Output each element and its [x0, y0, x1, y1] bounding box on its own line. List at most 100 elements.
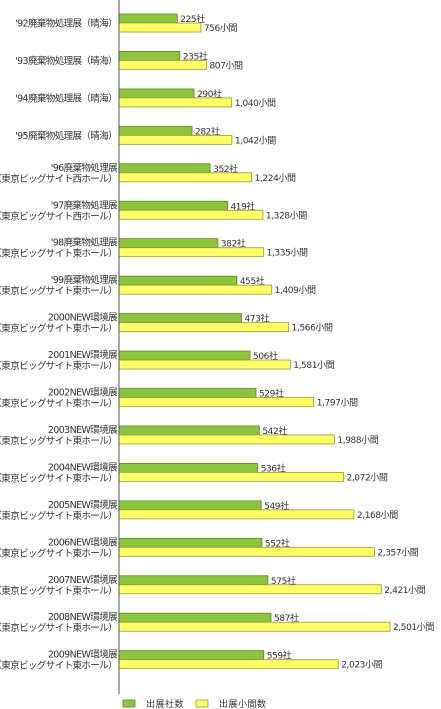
data-label-booth-units: 1,409小間 [275, 285, 316, 296]
bar-companies [118, 275, 238, 286]
data-label-companies: 419社 [230, 200, 255, 212]
bar-booth-units [118, 172, 253, 183]
data-label-booth-units: 1,042小間 [235, 135, 276, 146]
category-label: 2007NEW環境展 [48, 574, 118, 586]
legend-label-companies: 出展社数 [146, 698, 184, 709]
category-label: （東京ビッグサイト西ホール） [0, 173, 117, 185]
data-label-booth-units: 2,072小間 [347, 472, 388, 483]
bar-companies [118, 238, 219, 249]
data-label-companies: 559社 [267, 650, 292, 662]
bar-booth-units [118, 284, 273, 295]
bar-booth-units [118, 397, 315, 407]
data-label-companies: 587社 [274, 612, 299, 624]
data-label-companies: 455社 [240, 275, 265, 287]
data-label-companies: 352社 [213, 163, 238, 175]
category-label: （東京ビッグサイト東ホール） [0, 360, 117, 372]
data-label-companies: 235社 [183, 50, 208, 62]
category-label: （東京ビッグサイト西ホール） [0, 210, 117, 222]
data-label-companies: 282社 [195, 125, 220, 137]
data-label-booth-units: 1,328小間 [266, 210, 307, 221]
category-label: （東京ビッグサイト東ホール） [0, 248, 117, 260]
bar-companies [118, 200, 228, 211]
bar-booth-units [118, 359, 291, 370]
category-label: （東京ビッグサイト東ホール） [0, 510, 117, 522]
bar-booth-units [118, 97, 233, 108]
data-label-booth-units: 1,224小間 [255, 173, 296, 184]
category-label: （東京ビッグサイト東ホール） [0, 435, 117, 447]
bar-booth-units [118, 434, 335, 445]
category-label: （東京ビッグサイト東ホール） [0, 285, 117, 297]
bar-booth-units [118, 621, 391, 632]
data-label-booth-units: 2,357小間 [377, 547, 418, 558]
bar-booth-units [118, 22, 202, 33]
bar-booth-units [118, 546, 375, 557]
bar-booth-units [118, 471, 344, 482]
bar-booth-units [118, 509, 355, 520]
bar-booth-units [118, 209, 264, 220]
category-label: （東京ビッグサイト東ホール） [0, 472, 117, 484]
data-label-companies: 575社 [271, 575, 296, 587]
category-label: '92廃棄物処理展（晴海） [15, 18, 117, 30]
category-label: （東京ビッグサイト東ホール） [0, 547, 117, 559]
data-label-companies: 290社 [197, 88, 222, 100]
data-label-booth-units: 1,581小間 [293, 360, 334, 371]
data-label-booth-units: 1,040小間 [235, 98, 276, 109]
category-labels: '92廃棄物処理展（晴海） '93廃棄物処理展（晴海） '94廃棄物処理展（晴海） '… [0, 18, 119, 672]
bar-companies [118, 650, 265, 661]
bar-companies [118, 125, 193, 136]
legend-swatch-booth-units [195, 699, 209, 708]
bar-companies [118, 313, 242, 324]
data-label-booth-units: 756小間 [204, 23, 238, 34]
data-label-companies: 529社 [259, 388, 284, 400]
category-label: '93廃棄物処理展（晴海） [15, 55, 117, 67]
bar-booth-units [118, 134, 233, 145]
category-label: 2006NEW環境展 [48, 536, 118, 548]
data-label-booth-units: 1,335小間 [267, 248, 308, 259]
category-label: 2003NEW環境展 [48, 424, 118, 436]
data-label-companies: 549社 [264, 500, 289, 512]
data-label-companies: 473社 [244, 313, 269, 325]
category-label: （東京ビッグサイト東ホール） [0, 660, 117, 672]
data-label-booth-units: 2,421小間 [384, 585, 425, 596]
category-label: （東京ビッグサイト東ホール） [0, 622, 117, 634]
bar-booth-units [118, 584, 382, 595]
category-label: 2005NEW環境展 [48, 499, 118, 511]
category-label: 2004NEW環境展 [48, 461, 118, 473]
bar-companies [118, 350, 251, 361]
category-label: '94廃棄物処理展（晴海） [15, 92, 117, 104]
bar-companies [118, 13, 178, 24]
bar-booth-units [118, 659, 339, 670]
legend-swatch-booths-companies [122, 699, 136, 708]
data-label-booth-units: 1,566小間 [292, 323, 333, 334]
category-label: 2001NEW環境展 [48, 349, 118, 361]
bar-companies [118, 575, 269, 586]
data-label-companies: 542社 [262, 425, 287, 437]
bar-booth-units [118, 247, 265, 258]
data-label-booth-units: 2,168小間 [357, 510, 398, 521]
data-label-companies: 225社 [180, 13, 205, 25]
category-label: '95廃棄物処理展（晴海） [15, 130, 117, 142]
category-label: （東京ビッグサイト東ホール） [0, 585, 117, 597]
category-label: 2000NEW環境展 [48, 312, 118, 324]
data-label-booth-units: 1,797小間 [317, 398, 358, 409]
bar-companies [118, 51, 181, 61]
bar-booth-units [118, 60, 207, 70]
bar-companies [118, 537, 263, 548]
bar-companies [118, 388, 257, 398]
data-label-companies: 552社 [265, 537, 290, 549]
data-label-companies: 382社 [221, 238, 246, 250]
data-label-booth-units: 2,501小間 [393, 622, 434, 633]
bar-companies [118, 612, 272, 623]
data-label-booth-units: 2,023小間 [341, 660, 382, 671]
bar-companies [118, 425, 260, 436]
legend-label-booth-units: 出展小間数 [219, 698, 267, 709]
category-label: 2009NEW環境展 [48, 649, 118, 661]
category-label: 2002NEW環境展 [48, 387, 118, 399]
data-label-companies: 506社 [253, 350, 278, 362]
data-label-booth-units: 807小間 [209, 60, 243, 71]
category-label: '97廃棄物処理展 [51, 199, 118, 211]
bar-booth-units [118, 322, 290, 333]
bar-companies [118, 163, 211, 174]
